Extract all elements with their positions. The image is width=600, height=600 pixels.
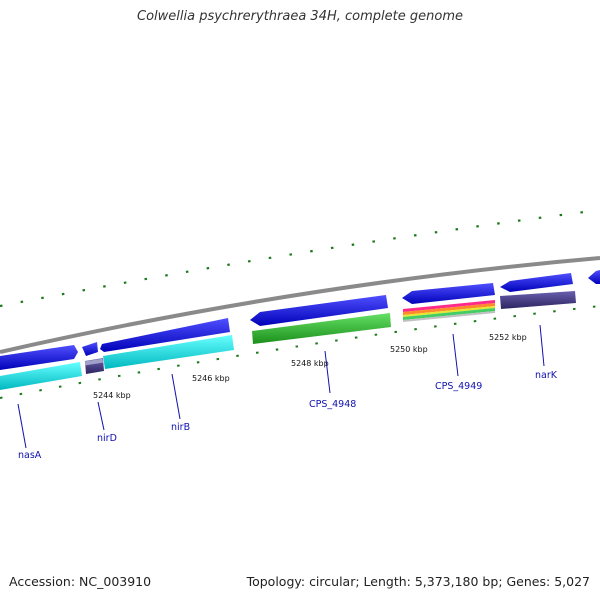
narK-block[interactable] xyxy=(500,291,576,309)
map-title: Colwellia psychrerythraea 34H, complete … xyxy=(137,9,463,24)
scale-labels: 5244 kbp 5246 kbp 5248 kbp 5250 kbp 5252… xyxy=(93,333,527,400)
scale-label: 5248 kbp xyxy=(291,359,329,368)
gene-label-narK[interactable]: narK xyxy=(535,370,558,381)
label-leaders xyxy=(17,324,545,449)
forward-strand-genes xyxy=(0,270,600,370)
gene-label-nasA[interactable]: nasA xyxy=(18,450,42,461)
genes-value: 5,027 xyxy=(554,574,590,589)
gene-arrow[interactable] xyxy=(0,345,78,370)
outer-scale-ticks xyxy=(0,208,600,308)
gene-arrow[interactable] xyxy=(250,295,388,326)
genome-backbone xyxy=(0,256,600,354)
gene-arrow[interactable] xyxy=(588,270,600,284)
gene-label-nirB[interactable]: nirB xyxy=(171,422,190,433)
gene-label-CPS_4949[interactable]: CPS_4949 xyxy=(435,381,482,392)
reverse-strand-genes xyxy=(0,291,576,390)
gene-arrow[interactable] xyxy=(100,318,230,352)
genome-summary: Topology: circular; Length: 5,373,180 bp… xyxy=(246,574,590,589)
topology-label: Topology: xyxy=(246,574,306,589)
gene-label-nirD[interactable]: nirD xyxy=(97,433,117,444)
topology-value: circular xyxy=(309,574,356,589)
nasA-block[interactable] xyxy=(0,362,82,390)
length-value: 5,373,180 bp xyxy=(414,574,499,589)
nirB-block[interactable] xyxy=(103,335,234,369)
CPS_4948-block[interactable] xyxy=(252,313,391,344)
accession-value: NC_003910 xyxy=(79,574,152,589)
gene-arrow[interactable] xyxy=(500,273,573,292)
length-label: Length: xyxy=(363,574,411,589)
gene-arrow[interactable] xyxy=(82,342,98,356)
accession-label: Accession: xyxy=(9,574,76,589)
accession-info: Accession: NC_003910 xyxy=(9,574,151,589)
CPS_4949-block[interactable] xyxy=(403,300,495,322)
gene-arrow[interactable] xyxy=(402,283,495,304)
scale-label: 5244 kbp xyxy=(93,391,131,400)
scale-label: 5250 kbp xyxy=(390,345,428,354)
scale-label: 5246 kbp xyxy=(192,374,230,383)
gene-label-CPS_4948[interactable]: CPS_4948 xyxy=(309,399,356,410)
genes-label: Genes: xyxy=(506,574,551,589)
gene-labels: nasA nirD nirB CPS_4948 CPS_4949 narK xyxy=(18,370,558,461)
scale-label: 5252 kbp xyxy=(489,333,527,342)
